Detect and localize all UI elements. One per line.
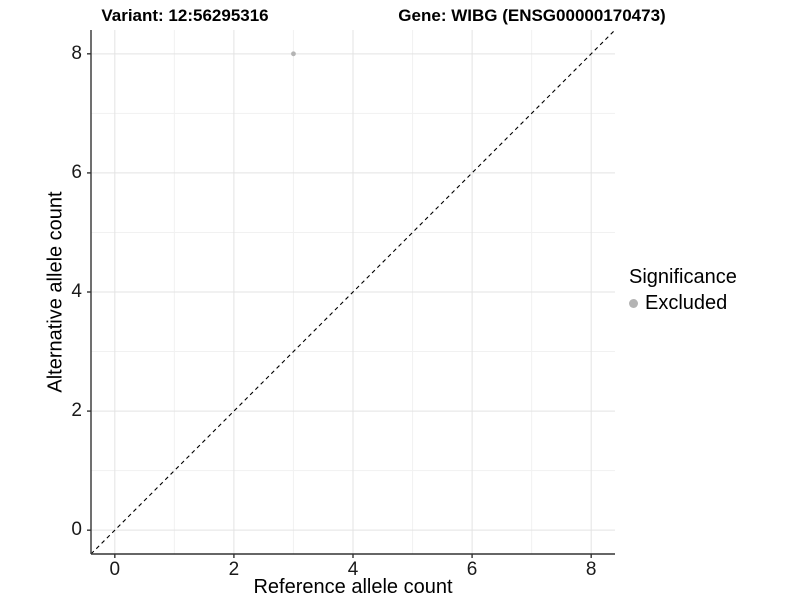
x-tick-label: 6 — [466, 559, 478, 580]
x-tick-label: 2 — [228, 559, 240, 580]
y-tick-label: 6 — [71, 161, 82, 183]
x-tick-label: 8 — [585, 559, 597, 580]
legend-point-icon — [629, 299, 638, 308]
legend-item: Excluded — [629, 292, 737, 315]
y-tick-label: 0 — [71, 519, 82, 541]
x-axis-title: Reference allele count — [253, 576, 453, 598]
y-axis-title: Alternative allele count — [44, 191, 67, 393]
data-point-excluded — [291, 51, 296, 57]
legend-item-label: Excluded — [645, 292, 728, 314]
gene-title: Gene: WIBG (ENSG00000170473) — [398, 6, 666, 25]
x-tick-label: 0 — [109, 559, 121, 580]
plot-panel — [87, 30, 616, 558]
x-tick-label: 4 — [347, 559, 359, 580]
y-tick-label: 8 — [71, 42, 82, 64]
identity-dashed-line — [90, 30, 616, 555]
variant-title: Variant: 12:56295316 — [101, 6, 269, 25]
y-tick-label: 4 — [71, 281, 82, 302]
y-tick-label: 2 — [71, 400, 82, 422]
legend: Significance Excluded — [629, 266, 737, 315]
legend-title: Significance — [629, 266, 737, 288]
legend-items: Excluded — [629, 292, 737, 315]
